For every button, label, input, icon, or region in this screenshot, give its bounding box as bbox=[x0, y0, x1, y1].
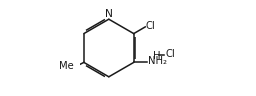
Text: Me: Me bbox=[59, 61, 74, 71]
Text: N: N bbox=[105, 9, 113, 19]
Text: NH₂: NH₂ bbox=[147, 56, 167, 66]
Text: Cl: Cl bbox=[146, 21, 155, 31]
Text: H: H bbox=[153, 51, 161, 61]
Text: Cl: Cl bbox=[166, 49, 176, 59]
